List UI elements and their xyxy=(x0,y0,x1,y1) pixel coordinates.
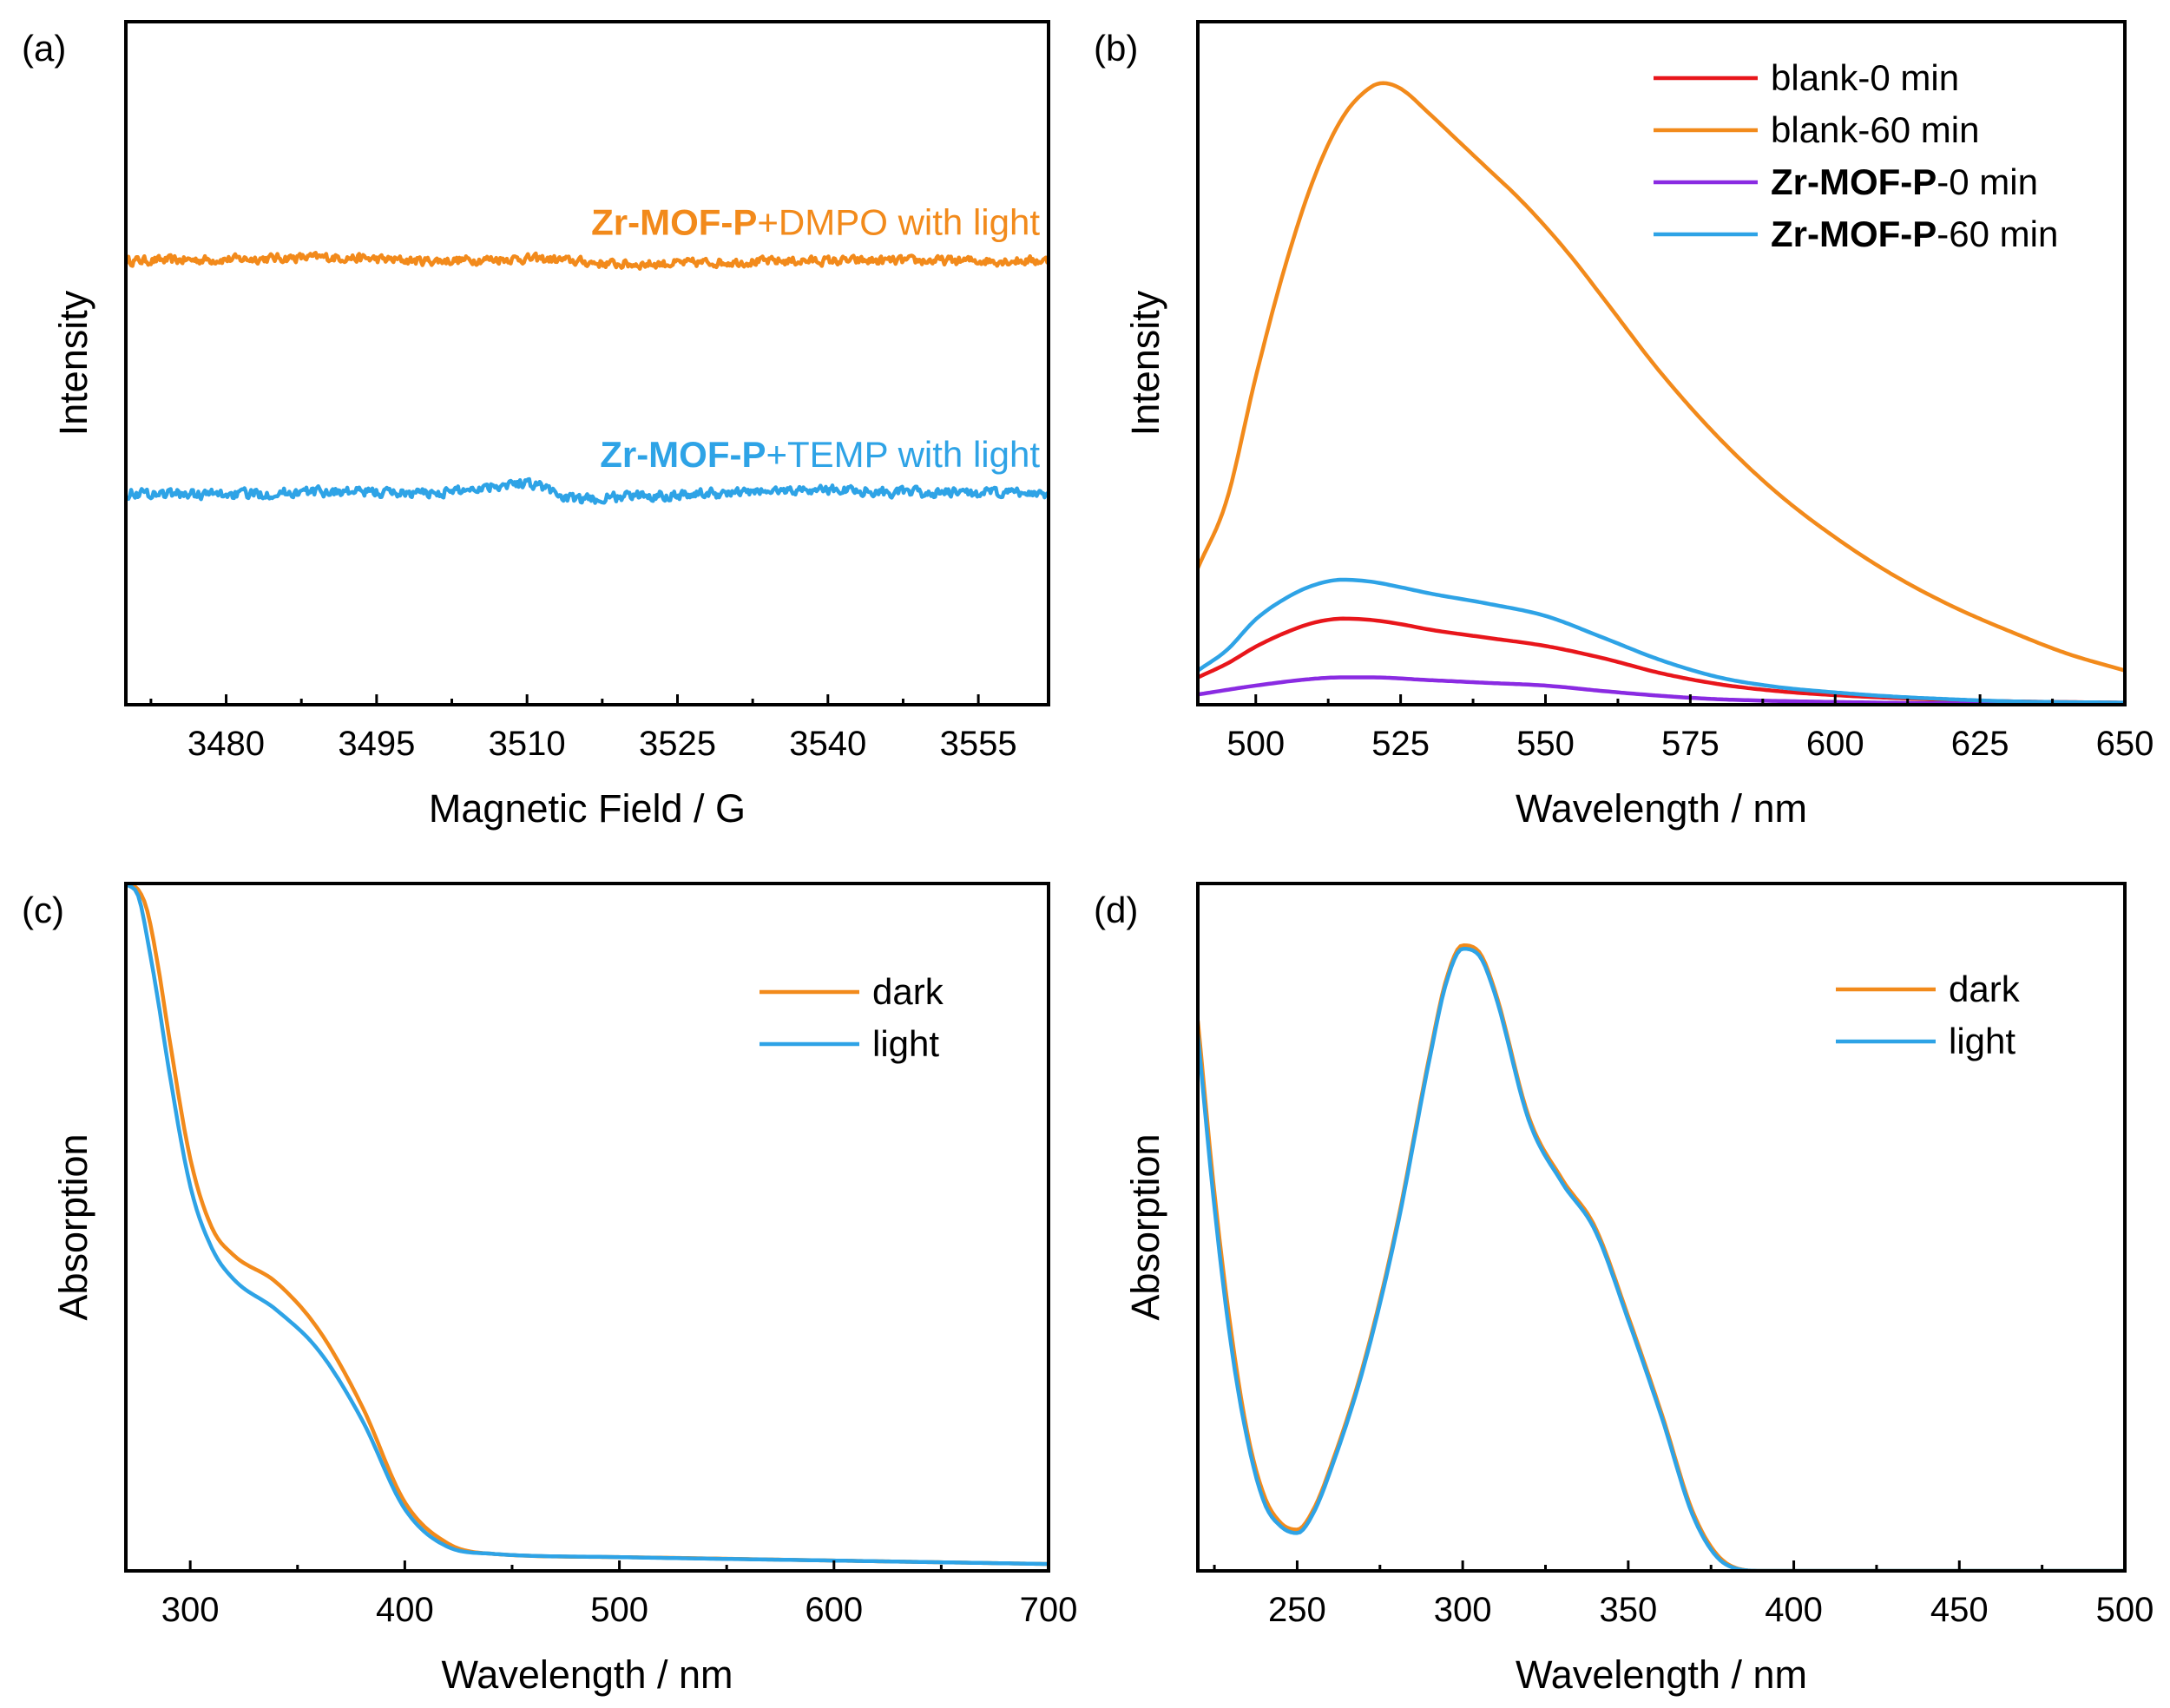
x-axis-title: Wavelength / nm xyxy=(1516,1652,1807,1697)
legend-label: Zr-MOF-P-0 min xyxy=(1771,161,2038,202)
x-tick-label: 3480 xyxy=(187,725,265,763)
x-tick-label: 250 xyxy=(1268,1591,1326,1629)
x-tick-label: 3495 xyxy=(338,725,415,763)
plot-frame xyxy=(1196,20,2127,706)
x-tick-label: 300 xyxy=(1434,1591,1492,1629)
x-tick-label: 500 xyxy=(1226,725,1285,763)
panel-label: (b) xyxy=(1094,28,1138,69)
x-tick-label: 700 xyxy=(1020,1591,1078,1629)
x-tick-label: 3525 xyxy=(639,725,716,763)
panel-label: (d) xyxy=(1094,890,1138,930)
x-tick-label: 450 xyxy=(1930,1591,1989,1629)
x-axis-title: Wavelength / nm xyxy=(1516,786,1807,831)
series-line-light xyxy=(126,884,1049,1567)
x-axis-title: Magnetic Field / G xyxy=(429,786,746,831)
series-line-light xyxy=(1198,946,2125,1571)
series-line-zr-mof-p-dmpo-with-light xyxy=(126,251,1049,271)
x-tick-label: 400 xyxy=(376,1591,434,1629)
x-tick-label: 400 xyxy=(1765,1591,1823,1629)
panel-b: 500 525 550 575 600 625 650 Wavelength / nm Inte… xyxy=(1094,20,2154,831)
legend-label: light xyxy=(1949,1021,2015,1061)
x-tick-label: 600 xyxy=(1806,725,1864,763)
panel-label: (a) xyxy=(22,28,66,69)
legend-label: blank-60 min xyxy=(1771,109,1979,150)
legend-label: Zr-MOF-P-60 min xyxy=(1771,214,2058,254)
x-tick-label: 500 xyxy=(2096,1591,2154,1629)
series-line-zr-mof-p-temp-with-light xyxy=(126,476,1049,505)
x-tick-label: 3540 xyxy=(789,725,866,763)
plot-frame xyxy=(124,882,1050,1573)
trace-annotation: Zr-MOF-P+TEMP with light xyxy=(600,434,1040,475)
series-line-blank-60-min xyxy=(1198,81,2125,673)
plot-frame xyxy=(124,20,1050,706)
x-tick-label: 575 xyxy=(1661,725,1720,763)
y-axis-title: Absorption xyxy=(1123,1133,1167,1320)
x-tick-label: 550 xyxy=(1516,725,1575,763)
series-line-zr-mof-p-60-min xyxy=(1198,577,2125,705)
y-axis-title: Absorption xyxy=(51,1133,95,1320)
panel-a: 3480 3495 3510 3525 3540 3555 Magnetic Field /… xyxy=(22,20,1050,831)
panel-label: (c) xyxy=(22,890,64,930)
x-axis-title: Wavelength / nm xyxy=(442,1652,733,1697)
panel-d: 250 300 350 400 450 500 Wavelength / nm Absorpt… xyxy=(1094,882,2154,1697)
legend-label: light xyxy=(872,1023,939,1064)
x-tick-label: 3555 xyxy=(940,725,1017,763)
legend-label: dark xyxy=(872,971,944,1012)
y-axis-title: Intensity xyxy=(1123,290,1167,436)
x-tick-label: 600 xyxy=(805,1591,863,1629)
panel-c: 300 400 500 600 700 Wavelength / nm Absorption… xyxy=(22,882,1078,1697)
legend-label: dark xyxy=(1949,969,2021,1009)
x-tick-label: 300 xyxy=(161,1591,220,1629)
plot-frame xyxy=(1196,882,2127,1573)
x-tick-label: 625 xyxy=(1951,725,2009,763)
y-axis-title: Intensity xyxy=(51,290,95,436)
x-tick-label: 650 xyxy=(2096,725,2154,763)
legend-label: blank-0 min xyxy=(1771,57,1959,98)
x-tick-label: 525 xyxy=(1371,725,1430,763)
x-tick-label: 350 xyxy=(1599,1591,1657,1629)
x-tick-label: 3510 xyxy=(489,725,566,763)
x-tick-label: 500 xyxy=(590,1591,648,1629)
trace-annotation: Zr-MOF-P+DMPO with light xyxy=(591,201,1040,242)
